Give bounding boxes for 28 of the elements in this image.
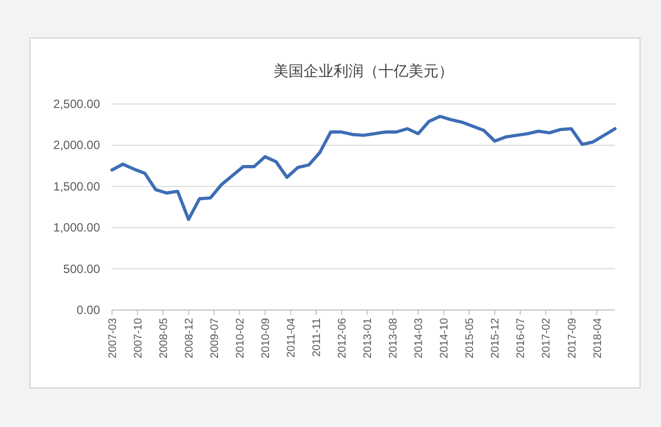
x-tick-label: 2009-07 [209,318,222,358]
x-tick-label: 2011-04 [286,318,298,358]
y-tick-label: 1,000.00 [53,220,100,235]
x-tick-label: 2012-06 [336,318,349,358]
x-tick-label: 2008-05 [158,318,170,358]
x-tick-label: 2007-10 [132,318,145,358]
chart-title: 美国企业利润（十亿美元） [274,63,454,80]
y-tick-label: 2,500.00 [53,97,100,111]
x-tick-label: 2010-09 [260,318,272,358]
x-tick-label: 2008-12 [184,318,196,358]
x-tick-label: 2010-02 [234,318,247,358]
x-tick-label: 2014-10 [438,318,451,358]
x-tick-label: 2017-09 [566,318,578,358]
x-tick-label: 2015-12 [490,318,502,358]
x-tick-label: 2013-08 [388,318,400,358]
x-tick-label: 2018-04 [592,318,604,358]
x-tick-label: 2007-03 [107,318,119,358]
x-tick-label: 2014-03 [413,318,426,358]
line-series [110,114,617,221]
y-tick-label: 500.00 [63,262,100,276]
x-tick-label: 2016-07 [515,318,528,358]
y-tick-label: 2,000.00 [53,138,100,152]
x-tick-label: 2013-01 [362,318,374,358]
y-tick-label: 1,500.00 [53,179,100,194]
y-tick-label: 0.00 [76,303,100,317]
x-tick-label: 2017-02 [540,318,553,358]
x-tick-label: 2011-11 [311,318,324,357]
x-tick-label: 2015-05 [464,318,476,358]
